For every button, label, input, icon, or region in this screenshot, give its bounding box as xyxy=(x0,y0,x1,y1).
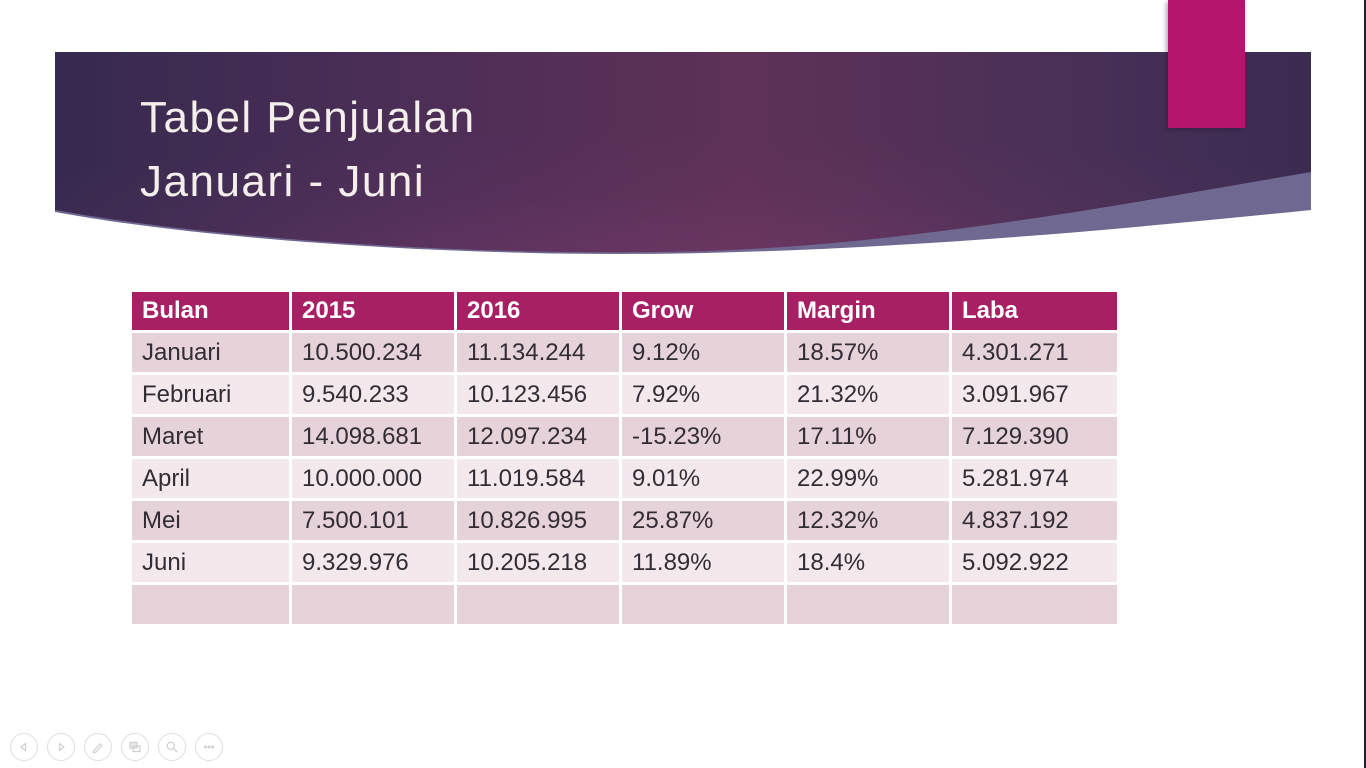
table-cell xyxy=(787,582,952,624)
table-cell: 18.4% xyxy=(787,540,952,582)
table-cell: 4.837.192 xyxy=(952,498,1117,540)
table-cell: 3.091.967 xyxy=(952,372,1117,414)
table-cell: 11.019.584 xyxy=(457,456,622,498)
table-cell: 10.123.456 xyxy=(457,372,622,414)
table-row: April 10.000.000 11.019.584 9.01% 22.99% 5.28… xyxy=(132,456,1117,498)
table-cell: 11.134.244 xyxy=(457,330,622,372)
table-cell: 9.329.976 xyxy=(292,540,457,582)
table-cell: 21.32% xyxy=(787,372,952,414)
column-header: Laba xyxy=(952,292,1117,330)
table-row: Mei 7.500.101 10.826.995 25.87% 12.32% 4.837.… xyxy=(132,498,1117,540)
slideshow-controls xyxy=(10,733,223,761)
table-cell: 9.12% xyxy=(622,330,787,372)
column-header: Grow xyxy=(622,292,787,330)
table-body: Januari 10.500.234 11.134.244 9.12% 18.57% 4.… xyxy=(132,330,1117,624)
title-banner xyxy=(55,52,1311,254)
table-cell: 10.000.000 xyxy=(292,456,457,498)
right-edge-border xyxy=(1364,0,1366,768)
table-cell: Februari xyxy=(132,372,292,414)
table-cell: 5.281.974 xyxy=(952,456,1117,498)
table-cell: 4.301.271 xyxy=(952,330,1117,372)
table-cell: 17.11% xyxy=(787,414,952,456)
next-slide-button[interactable] xyxy=(47,733,75,761)
table-row xyxy=(132,582,1117,624)
table-cell: 14.098.681 xyxy=(292,414,457,456)
previous-slide-button[interactable] xyxy=(10,733,38,761)
next-arrow-icon xyxy=(58,742,65,752)
table-row: Maret 14.098.681 12.097.234 -15.23% 17.11% 7.… xyxy=(132,414,1117,456)
more-options-icon xyxy=(203,745,215,749)
table-cell: 10.826.995 xyxy=(457,498,622,540)
table-cell xyxy=(622,582,787,624)
table-cell: 7.129.390 xyxy=(952,414,1117,456)
table-cell: 12.32% xyxy=(787,498,952,540)
zoom-slide-button[interactable] xyxy=(158,733,186,761)
table-cell: Maret xyxy=(132,414,292,456)
all-slides-button[interactable] xyxy=(121,733,149,761)
column-header: Margin xyxy=(787,292,952,330)
accent-rectangle xyxy=(1168,0,1245,128)
title-line-2: Januari - Juni xyxy=(140,157,426,206)
column-header: 2016 xyxy=(457,292,622,330)
table-cell: 9.540.233 xyxy=(292,372,457,414)
table-cell xyxy=(457,582,622,624)
all-slides-icon xyxy=(129,741,141,753)
pen-tool-button[interactable] xyxy=(84,733,112,761)
table-cell: 22.99% xyxy=(787,456,952,498)
table-cell: Juni xyxy=(132,540,292,582)
banner-glow-overlay xyxy=(55,52,1311,253)
table-cell: 7.92% xyxy=(622,372,787,414)
table-row: Juni 9.329.976 10.205.218 11.89% 18.4% 5.092.… xyxy=(132,540,1117,582)
table-row: Februari 9.540.233 10.123.456 7.92% 21.32% 3.… xyxy=(132,372,1117,414)
table-cell: Mei xyxy=(132,498,292,540)
table-cell: 25.87% xyxy=(622,498,787,540)
table-cell: 11.89% xyxy=(622,540,787,582)
slide-title: Tabel Penjualan Januari - Juni xyxy=(140,86,476,214)
table-cell xyxy=(292,582,457,624)
more-options-button[interactable] xyxy=(195,733,223,761)
table-cell: Januari xyxy=(132,330,292,372)
table-cell xyxy=(132,582,292,624)
table-cell: 9.01% xyxy=(622,456,787,498)
pen-icon xyxy=(92,743,103,754)
table-row: Januari 10.500.234 11.134.244 9.12% 18.57% 4.… xyxy=(132,330,1117,372)
table-cell: 10.500.234 xyxy=(292,330,457,372)
table-cell: 12.097.234 xyxy=(457,414,622,456)
table-cell: 18.57% xyxy=(787,330,952,372)
zoom-icon xyxy=(166,741,178,753)
sales-table: Bulan 2015 2016 Grow Margin Laba Januari 10.50… xyxy=(132,292,1117,624)
table-cell: -15.23% xyxy=(622,414,787,456)
table-cell: 5.092.922 xyxy=(952,540,1117,582)
column-header: Bulan xyxy=(132,292,292,330)
table-cell: 7.500.101 xyxy=(292,498,457,540)
column-header: 2015 xyxy=(292,292,457,330)
table-header-row: Bulan 2015 2016 Grow Margin Laba xyxy=(132,292,1117,330)
table-cell: 10.205.218 xyxy=(457,540,622,582)
table-cell: April xyxy=(132,456,292,498)
title-line-1: Tabel Penjualan xyxy=(140,93,476,142)
previous-arrow-icon xyxy=(20,742,27,752)
table-cell xyxy=(952,582,1117,624)
